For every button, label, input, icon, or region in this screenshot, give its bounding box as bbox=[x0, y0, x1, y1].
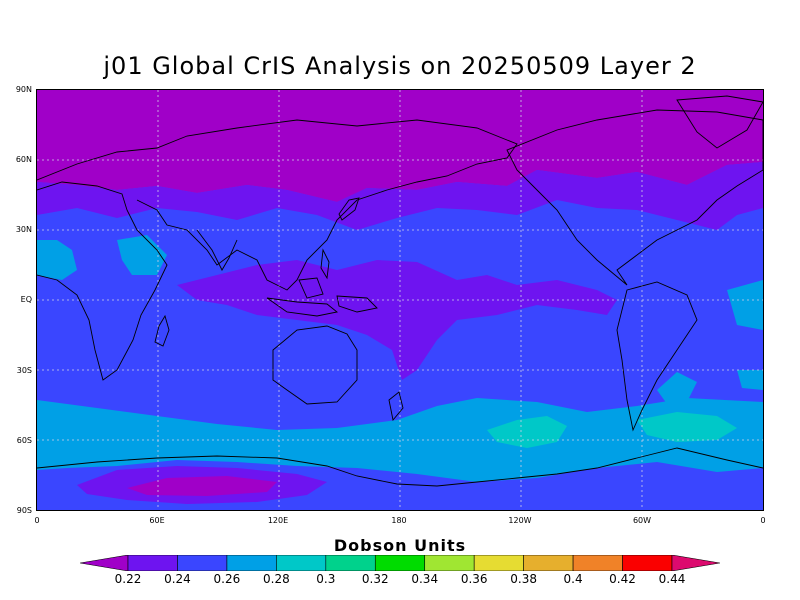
coast-madagascar bbox=[154, 314, 170, 347]
coast-philippines bbox=[320, 248, 330, 280]
colorbar-swatch bbox=[276, 555, 327, 571]
band-high-pacific-east bbox=[727, 280, 763, 330]
coast-south-america bbox=[616, 281, 698, 432]
lat-tick-label: EQ bbox=[20, 295, 32, 304]
band-low-south-core bbox=[127, 476, 277, 496]
colorbar-tick-label: 0.32 bbox=[361, 572, 389, 586]
lon-tick-label: 0 bbox=[760, 516, 766, 525]
colorbar-swatch bbox=[622, 555, 673, 571]
chart-title: j01 Global CrIS Analysis on 20250509 Lay… bbox=[103, 52, 697, 80]
coast-borneo bbox=[298, 277, 324, 299]
colorbar-tick-label: 0.38 bbox=[510, 572, 537, 586]
colorbar-tick-label: 0.36 bbox=[460, 572, 488, 586]
colorbar-title: Dobson Units bbox=[333, 536, 467, 555]
lat-tick-label: 30S bbox=[16, 366, 32, 375]
band-peak-atlantic bbox=[637, 412, 737, 442]
lat-tick-label: 30N bbox=[15, 225, 32, 234]
lat-tick-label: 90N bbox=[15, 85, 32, 94]
map-grid bbox=[37, 90, 763, 510]
colorbar-tick-label: 0.34 bbox=[411, 572, 439, 586]
coast-australia bbox=[272, 325, 358, 405]
colorbar bbox=[80, 555, 720, 571]
colorbar-tick-label: 0.22 bbox=[114, 572, 142, 586]
lon-tick-label: 60E bbox=[149, 516, 165, 525]
lat-tick-label: 60N bbox=[15, 155, 32, 164]
colorbar-low-tip bbox=[80, 555, 129, 571]
colorbar-tick-label: 0.24 bbox=[164, 572, 191, 586]
colorbar-high-tip bbox=[671, 555, 720, 571]
colorbar-tick-label: 0.44 bbox=[658, 572, 686, 586]
coast-africa bbox=[37, 181, 168, 381]
lat-tick-label: 90S bbox=[16, 506, 32, 515]
coastlines bbox=[37, 95, 763, 487]
colorbar-tick-label: 0.3 bbox=[316, 572, 336, 586]
lon-tick-label: 180 bbox=[391, 516, 407, 525]
coast-india bbox=[196, 229, 238, 271]
colorbar-swatch bbox=[226, 555, 277, 571]
colorbar-swatch bbox=[473, 555, 524, 571]
lon-tick-label: 120E bbox=[267, 516, 289, 525]
colorbar-swatch bbox=[177, 555, 228, 571]
coast-eurasia bbox=[37, 119, 518, 291]
colorbar-swatch bbox=[424, 555, 475, 571]
coast-antarctica bbox=[37, 447, 763, 487]
colorbar-swatch bbox=[374, 555, 426, 571]
lon-tick-label: 0 bbox=[34, 516, 40, 525]
coast-new-guinea bbox=[336, 295, 378, 313]
colorbar-swatch bbox=[325, 555, 376, 571]
colorbar-swatch bbox=[127, 555, 178, 571]
band-high-east-africa bbox=[117, 235, 167, 275]
ozone-map-plot bbox=[37, 90, 763, 510]
lon-tick-label: 60W bbox=[632, 516, 652, 525]
lat-tick-label: 60S bbox=[16, 436, 32, 445]
colorbar-tick-label: 0.42 bbox=[609, 572, 636, 586]
band-high-pacific-south bbox=[737, 370, 763, 390]
colorbar-swatch bbox=[572, 555, 623, 571]
ozone-map bbox=[36, 89, 764, 511]
colorbar-swatch bbox=[523, 555, 574, 571]
coast-japan bbox=[338, 197, 360, 221]
colorbar-tick-label: 0.4 bbox=[563, 572, 583, 586]
lon-tick-label: 120W bbox=[508, 516, 532, 525]
colorbar-tick-label: 0.26 bbox=[213, 572, 241, 586]
coast-greenland bbox=[676, 95, 763, 149]
band-high-atlantic-south bbox=[657, 372, 697, 404]
band-high-africa bbox=[37, 240, 77, 280]
coast-new-zealand bbox=[388, 391, 404, 422]
coast-indonesia bbox=[266, 297, 339, 317]
coast-north-america bbox=[506, 109, 763, 286]
colorbar-tick-label: 0.28 bbox=[263, 572, 290, 586]
